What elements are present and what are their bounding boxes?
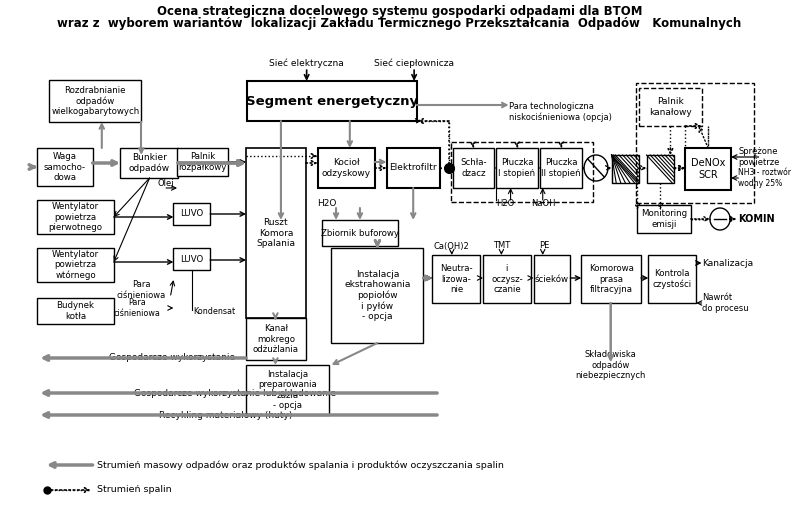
Text: Olej: Olej (157, 179, 174, 189)
Bar (648, 255, 696, 303)
Text: NaOH: NaOH (531, 199, 555, 208)
Bar (173, 248, 210, 270)
Text: Kocioł
odzyskowy: Kocioł odzyskowy (321, 158, 371, 178)
Bar (120, 148, 178, 178)
Text: Instalacja
preparowania
żużla
- opcja: Instalacja preparowania żużla - opcja (258, 370, 316, 410)
Text: Segment energetyczny: Segment energetyczny (246, 95, 418, 107)
Text: LUVO: LUVO (181, 254, 204, 263)
Text: LUVO: LUVO (181, 210, 204, 218)
Text: Monitoring
emisji: Monitoring emisji (641, 209, 687, 229)
Text: Gospodarcze wykorzystanie lub składowanie: Gospodarcze wykorzystanie lub składowani… (134, 389, 336, 398)
Bar (638, 205, 690, 233)
Text: Instalacja
ekstrahowania
popiołów
i pyłów
- opcja: Instalacja ekstrahowania popiołów i pyłó… (344, 270, 411, 321)
Bar (387, 148, 439, 188)
Text: Palnik
kanałowy: Palnik kanałowy (649, 97, 692, 117)
Bar (637, 83, 754, 203)
Text: Elektrofiltr: Elektrofiltr (389, 164, 437, 173)
Text: Kanał
mokrego
odżużlania: Kanał mokrego odżużlania (252, 324, 299, 354)
Bar (38, 298, 113, 324)
Text: Para
ciśnieniowa: Para ciśnieniowa (113, 298, 160, 318)
Text: Budynek
kotła: Budynek kotła (57, 301, 94, 321)
Bar (453, 148, 494, 188)
Text: Wentylator
powietrza
wtórnego: Wentylator powietrza wtórnego (52, 250, 99, 280)
Bar (318, 148, 375, 188)
Text: Zbiornik buforowy: Zbiornik buforowy (321, 228, 399, 237)
Bar (246, 365, 328, 415)
Bar (483, 255, 531, 303)
Text: Strumień spalin: Strumień spalin (97, 485, 172, 494)
Bar (322, 220, 398, 246)
Bar (639, 88, 702, 126)
Text: Wentylator
powietrza
pierwotnego: Wentylator powietrza pierwotnego (49, 202, 102, 232)
Bar (38, 148, 93, 186)
Text: PE: PE (539, 242, 550, 251)
Text: Składowiska
odpadów
niebezpiecznych: Składowiska odpadów niebezpiecznych (575, 350, 646, 380)
Bar (332, 248, 423, 343)
Bar (451, 142, 593, 202)
Bar (685, 148, 731, 190)
Bar (247, 81, 417, 121)
Text: TMT: TMT (493, 242, 510, 251)
Text: ścieków: ścieków (535, 275, 569, 284)
Text: Palnik
rozpałkowy: Palnik rozpałkowy (178, 152, 227, 172)
Text: Kondensat: Kondensat (193, 307, 236, 316)
Bar (246, 148, 306, 318)
Bar (38, 248, 113, 282)
Bar (50, 80, 141, 122)
Bar (582, 255, 641, 303)
Bar (177, 148, 228, 176)
Text: Sieć elektryczna: Sieć elektryczna (269, 58, 344, 68)
Text: Nawrót
do procesu: Nawrót do procesu (702, 293, 749, 313)
Text: Płuczka
I stopień: Płuczka I stopień (499, 158, 535, 178)
Text: Waga
samocho-
dowa: Waga samocho- dowa (44, 152, 86, 182)
Text: Komorowa
prasa
filtracyjna: Komorowa prasa filtracyjna (589, 264, 634, 294)
Text: Bunkier
odpadów: Bunkier odpadów (129, 153, 169, 173)
Bar (534, 255, 570, 303)
Text: H2O: H2O (317, 199, 336, 208)
Text: Kanalizacja: Kanalizacja (702, 259, 753, 268)
Text: Ocena strategiczna docelowego systemu gospodarki odpadami dla BTOM: Ocena strategiczna docelowego systemu go… (157, 4, 642, 18)
Text: DeNOx
SCR: DeNOx SCR (691, 158, 725, 180)
Text: Gospodarcze wykorzystanie: Gospodarcze wykorzystanie (109, 354, 236, 363)
Text: Strumień masowy odpadów oraz produktów spalania i produktów oczyszczania spalin: Strumień masowy odpadów oraz produktów s… (97, 460, 504, 470)
Text: Kontrola
czystości: Kontrola czystości (653, 269, 692, 289)
Text: Ruszt
Komora
Spalania: Ruszt Komora Spalania (256, 218, 296, 248)
Text: Neutra-
lizowa-
nie: Neutra- lizowa- nie (440, 264, 473, 294)
Text: Para technologiczna
niskociśnieniowa (opcja): Para technologiczna niskociśnieniowa (op… (509, 102, 611, 122)
Text: Ca(OH)2: Ca(OH)2 (434, 242, 470, 251)
Text: KOMIN: KOMIN (738, 214, 775, 224)
Bar (611, 155, 639, 183)
Bar (432, 255, 480, 303)
Bar (246, 318, 306, 360)
Text: Sieć ciepłownicza: Sieć ciepłownicza (374, 58, 454, 68)
Bar (173, 203, 210, 225)
Text: i
oczysz-
czanie: i oczysz- czanie (491, 264, 523, 294)
Text: Recykling materiałowy (huty): Recykling materiałowy (huty) (159, 410, 292, 419)
Bar (646, 155, 674, 183)
Text: wraz z  wyborem wariantów  lokalizacji Zakładu Termicznego Przekształcania  Odpa: wraz z wyborem wariantów lokalizacji Zak… (58, 18, 741, 30)
Text: Para
ciśnieniowa: Para ciśnieniowa (117, 280, 166, 299)
Bar (540, 148, 582, 188)
Text: Sprężone
powietrze: Sprężone powietrze (738, 147, 780, 167)
Text: Płuczka
II stopień: Płuczka II stopień (541, 158, 581, 178)
Text: Schła-
dzacz: Schła- dzacz (460, 158, 487, 178)
Text: Rozdrabnianie
odpadów
wielkogabarytowych: Rozdrabnianie odpadów wielkogabarytowych (51, 86, 140, 116)
Bar (38, 200, 113, 234)
Bar (496, 148, 539, 188)
Text: H2O: H2O (496, 199, 514, 208)
Text: NH3 - roztwór
wodny 25%: NH3 - roztwór wodny 25% (738, 168, 791, 187)
